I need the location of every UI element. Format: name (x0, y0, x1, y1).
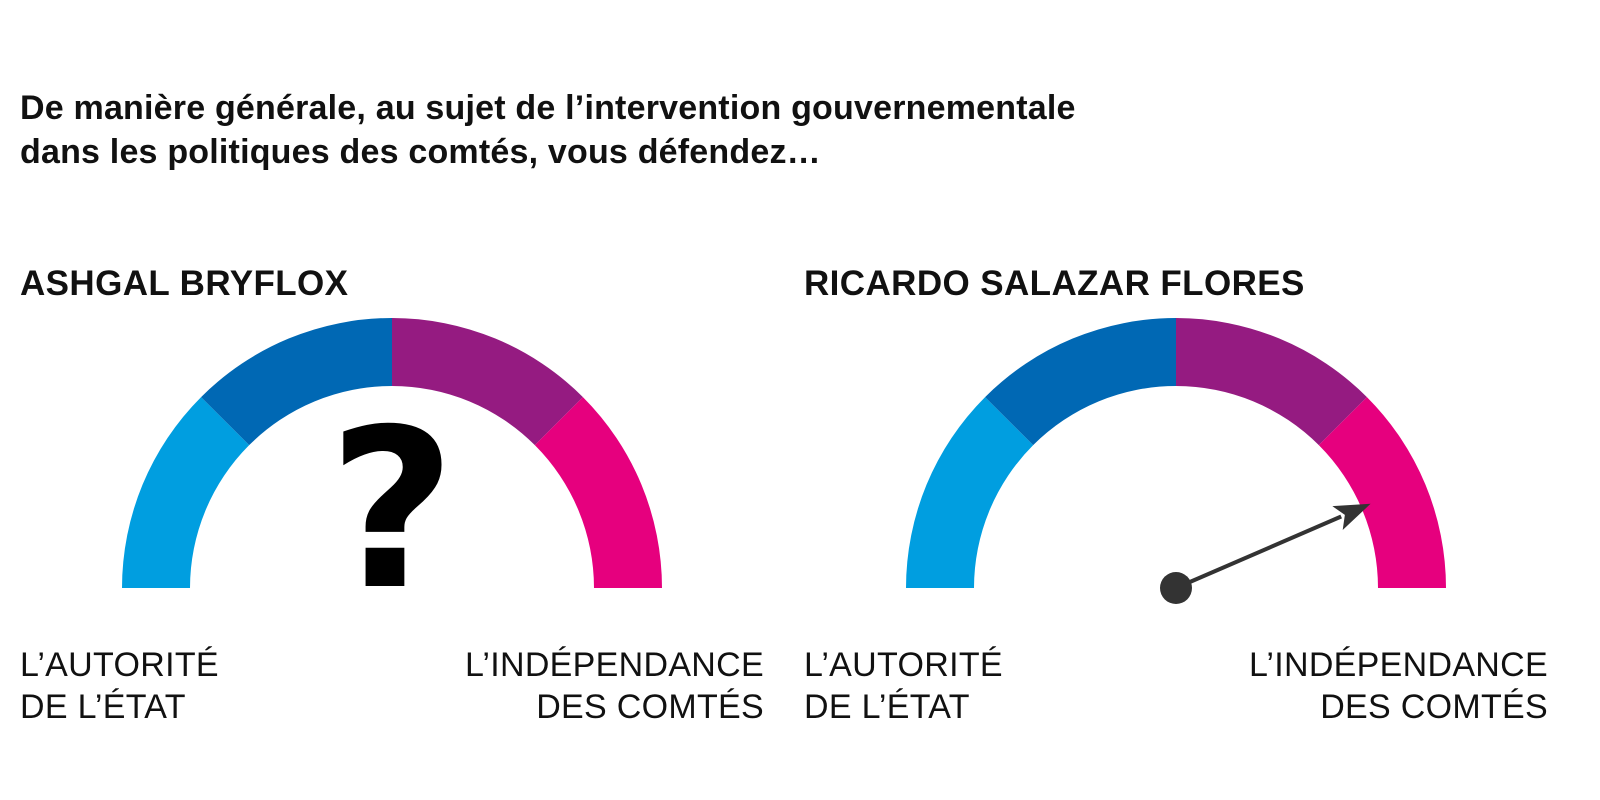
gauge-segment-leaning-state (985, 318, 1176, 446)
needle-pivot (1160, 572, 1192, 604)
question-line-2: dans les politiques des comtés, vous déf… (20, 133, 821, 171)
position-gauge: ? (122, 318, 662, 622)
scale-label-left-line-1: L’AUTORITÉ (20, 646, 219, 684)
survey-question: De manière générale, au sujet de l’inter… (20, 86, 1420, 174)
scale-label-right-line-2: DES COMTÉS (1320, 688, 1548, 726)
needle-arrowhead (1332, 503, 1371, 531)
gauge-segment-county-independence (534, 397, 662, 588)
needle-shaft (1175, 514, 1342, 590)
scale-label-right-line-2: DES COMTÉS (536, 688, 764, 726)
scale-label-right-line-1: L’INDÉPENDANCE (1249, 646, 1548, 684)
scale-label-county-independence: L’INDÉPENDANCE DES COMTÉS (370, 644, 764, 728)
candidate-name: RICARDO SALAZAR FLORES (804, 264, 1305, 303)
scale-label-left-line-1: L’AUTORITÉ (804, 646, 1003, 684)
candidate-panel-ashgal-bryflox: ASHGAL BRYFLOX ? L’AUTORITÉ DE L’ÉTAT L’… (20, 262, 810, 762)
unknown-position-question-mark: ? (328, 382, 456, 622)
gauge-segment-county-independence (1318, 397, 1446, 588)
position-needle (1160, 503, 1371, 604)
gauge-segment-state-authority (122, 397, 250, 588)
scale-label-state-authority: L’AUTORITÉ DE L’ÉTAT (20, 644, 219, 728)
candidate-panel-ricardo-salazar-flores: RICARDO SALAZAR FLORES L’AUTORITÉ DE L’É… (804, 262, 1594, 762)
position-gauge (906, 318, 1446, 604)
gauge-segment-leaning-state (201, 318, 392, 446)
scale-label-county-independence: L’INDÉPENDANCE DES COMTÉS (1154, 644, 1548, 728)
scale-label-right-line-1: L’INDÉPENDANCE (465, 646, 764, 684)
question-line-1: De manière générale, au sujet de l’inter… (20, 89, 1076, 127)
scale-label-left-line-2: DE L’ÉTAT (20, 688, 186, 726)
scale-label-state-authority: L’AUTORITÉ DE L’ÉTAT (804, 644, 1003, 728)
scale-label-left-line-2: DE L’ÉTAT (804, 688, 970, 726)
gauge-segment-leaning-county (392, 318, 583, 446)
gauge-segment-leaning-county (1176, 318, 1367, 446)
candidate-name: ASHGAL BRYFLOX (20, 264, 349, 303)
gauge-segment-state-authority (906, 397, 1034, 588)
